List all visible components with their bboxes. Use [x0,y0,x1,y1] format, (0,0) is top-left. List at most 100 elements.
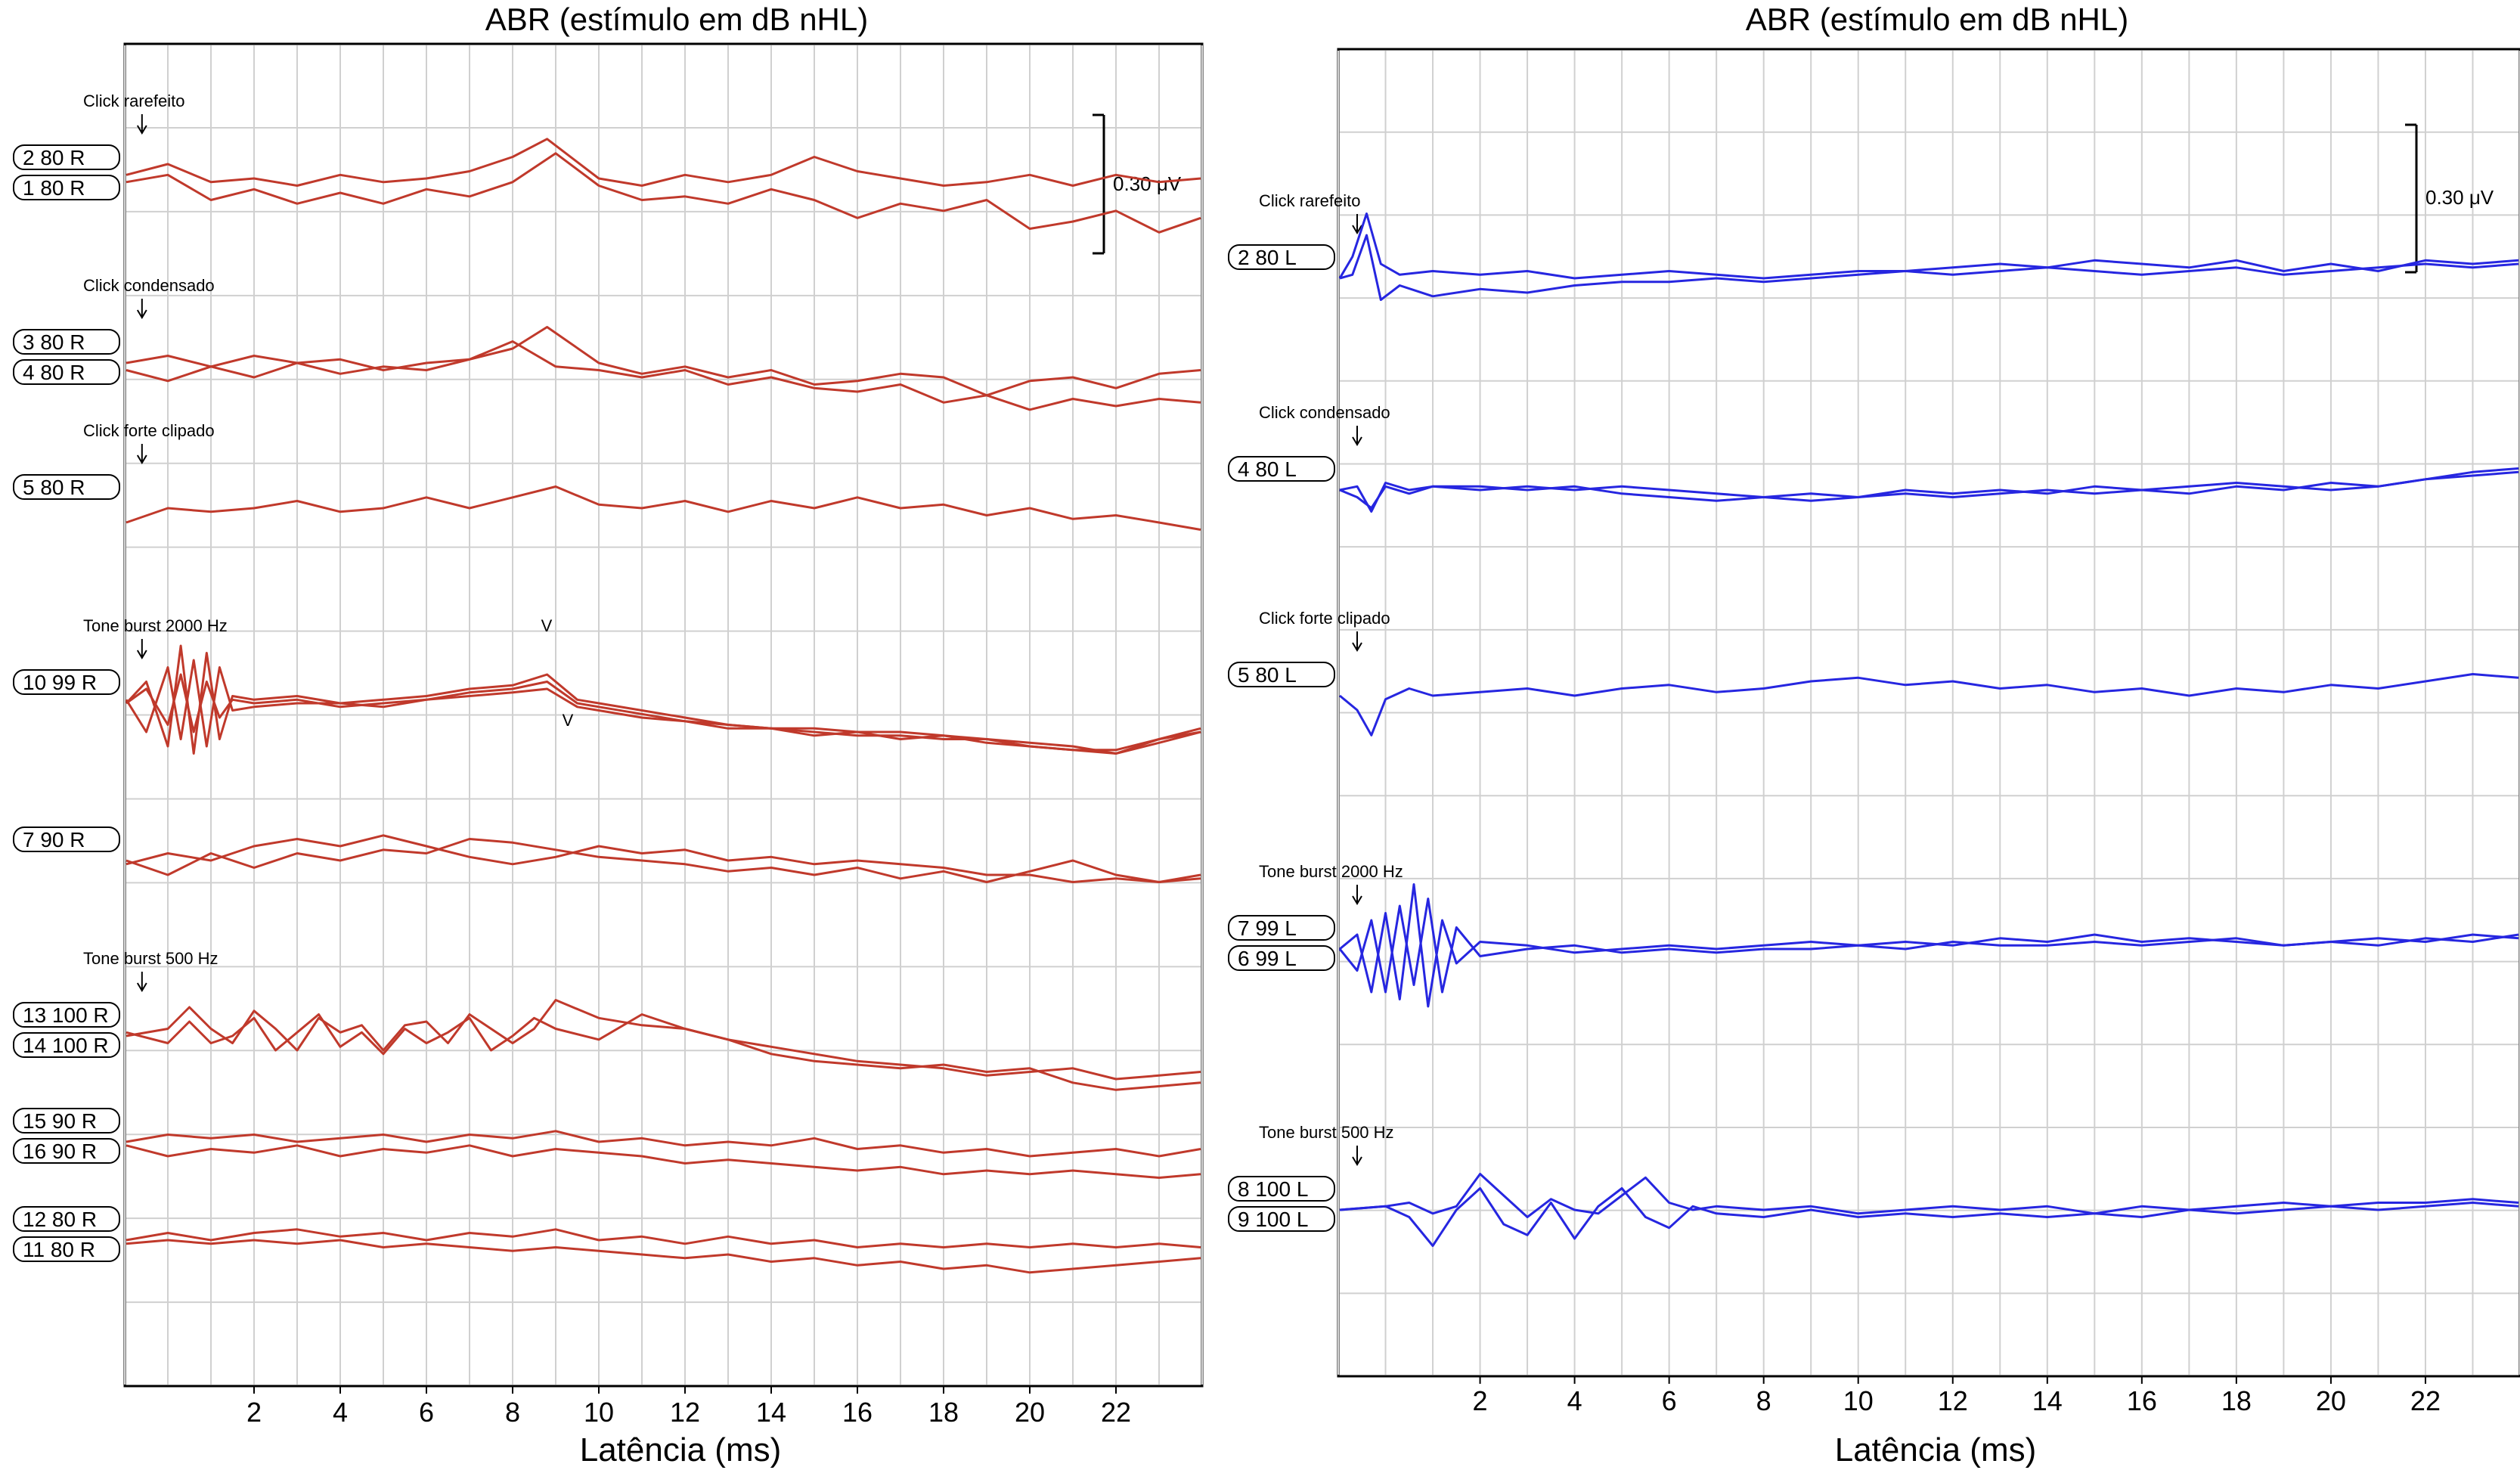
channel-label: 11 80 R [23,1238,95,1261]
trace-group: Tone burst 500 Hz 8 100 L 9 100 L [1228,1123,2519,1247]
stimulus-annotation: Click rarefeito [83,91,184,110]
waveform-trace [126,1228,1201,1248]
x-tick-label: 2 [246,1397,262,1428]
channel-label-box [13,1206,120,1232]
channel-label: 16 90 R [23,1140,97,1163]
x-tick-label: 20 [1015,1397,1045,1428]
channel-label-box [1228,1176,1335,1202]
channel-label: 4 80 L [1238,457,1297,481]
waveform-trace [1339,1187,2519,1247]
x-tick-labels: 2 4 6 8 10 12 14 16 18 20 22 [246,1386,1131,1428]
channel-label: 1 80 R [23,176,85,200]
x-tick-label: 4 [333,1397,348,1428]
stimulus-annotation: Click rarefeito [1259,191,1360,210]
x-tick-label: 18 [928,1397,959,1428]
channel-label-box [13,1236,120,1262]
trace-group: 15 90 R 16 90 R [13,1108,1201,1179]
stimulus-onset-arrow [136,639,147,659]
scale-bar: 0.30 μV [2405,123,2494,274]
x-tick-label: 8 [1756,1385,1771,1416]
waveform-trace [126,838,1201,883]
waveform-trace [125,659,1201,755]
channel-label: 3 80 R [23,330,85,354]
x-tick-label: 10 [584,1397,614,1428]
x-axis-label: Latência (ms) [580,1431,782,1468]
x-tick-label: 22 [2410,1385,2441,1416]
channel-label-box [1228,456,1335,482]
channel-label: 7 99 L [1238,916,1297,940]
stimulus-annotation: Tone burst 500 Hz [1259,1123,1394,1142]
waveform-trace [126,673,1201,752]
abr-panel-right-ear: ABR (estímulo em dB nHL) 2 4 6 8 10 12 14 16 18 2… [13,2,1204,1468]
channel-label: 7 90 R [23,828,85,851]
x-axis-label: Latência (ms) [1835,1431,2037,1468]
channel-label-box [13,669,120,695]
channel-label-box [13,1138,120,1164]
channel-label: 12 80 R [23,1208,97,1231]
waveform-trace [1339,673,2519,737]
x-tick-label: 10 [1843,1385,1874,1416]
x-tick-label: 12 [670,1397,700,1428]
channel-label: 14 100 R [23,1034,109,1057]
channel-label-box [13,474,120,500]
channel-label-box [13,359,120,385]
channel-label: 6 99 L [1238,947,1297,970]
x-tick-label: 6 [1662,1385,1677,1416]
x-tick-label: 22 [1101,1397,1131,1428]
stimulus-onset-arrow [136,114,147,135]
x-tick-label: 6 [419,1397,434,1428]
channel-label-box [1228,1206,1335,1232]
channel-label-box [1228,945,1335,971]
waveform-trace [126,1130,1201,1158]
stimulus-onset-arrow [1352,426,1362,446]
channel-label: 8 100 L [1238,1177,1308,1201]
channel-label-box [13,1032,120,1058]
x-tick-label: 12 [1938,1385,1968,1416]
stimulus-annotation: Tone burst 2000 Hz [1259,862,1403,881]
trace-group: Tone burst 2000 Hz 10 99 R V V [13,616,1201,755]
wave-v-label: V [563,711,574,730]
trace-group: Click condensado 4 80 L [1228,403,2519,513]
channel-label-box [13,144,120,170]
stimulus-onset-arrow [1352,885,1362,905]
waveform-trace [126,1013,1201,1091]
waveform-trace [1339,234,2519,301]
channel-label: 15 90 R [23,1109,97,1133]
x-tick-label: 20 [2316,1385,2346,1416]
chart-title: ABR (estímulo em dB nHL) [1746,2,2129,37]
traces: Click rarefeito 2 80 L Click condensado 4 8… [1228,191,2519,1247]
stimulus-onset-arrow [1352,214,1362,234]
channel-label-box [13,1108,120,1134]
channel-label: 5 80 L [1238,663,1297,687]
stimulus-annotation: Tone burst 2000 Hz [83,616,228,635]
trace-group: Click forte clipado 5 80 R [13,421,1201,531]
waveform-trace [1338,212,2519,280]
channel-label: 9 100 L [1238,1208,1308,1231]
channel-label-box [1228,662,1335,687]
channel-label-box [13,329,120,355]
channel-label-box [1228,244,1335,270]
waveform-trace [126,485,1201,531]
stimulus-onset-arrow [136,972,147,992]
wave-v-label: V [541,616,553,635]
chart-title: ABR (estímulo em dB nHL) [485,2,869,37]
x-tick-label: 14 [756,1397,786,1428]
waveform-trace [126,340,1201,411]
x-tick-label: 16 [2127,1385,2157,1416]
stimulus-annotation: Click forte clipado [83,421,215,440]
grid [1337,51,2520,1375]
waveform-trace [1338,898,2519,994]
x-tick-label: 16 [842,1397,873,1428]
channel-label: 10 99 R [23,671,97,694]
x-tick-label: 18 [2221,1385,2252,1416]
channel-label: 13 100 R [23,1003,109,1027]
waveform-trace [1339,467,2519,510]
x-tick-label: 8 [505,1397,520,1428]
waveform-trace [126,1144,1201,1179]
trace-group: Click rarefeito 2 80 L [1228,191,2519,301]
scale-bar: 0.30 μV [1093,113,1182,255]
channel-label: 4 80 R [23,361,85,384]
traces: Click rarefeito 2 80 R 1 80 R Click condens… [13,91,1201,1274]
waveform-trace [126,152,1201,234]
